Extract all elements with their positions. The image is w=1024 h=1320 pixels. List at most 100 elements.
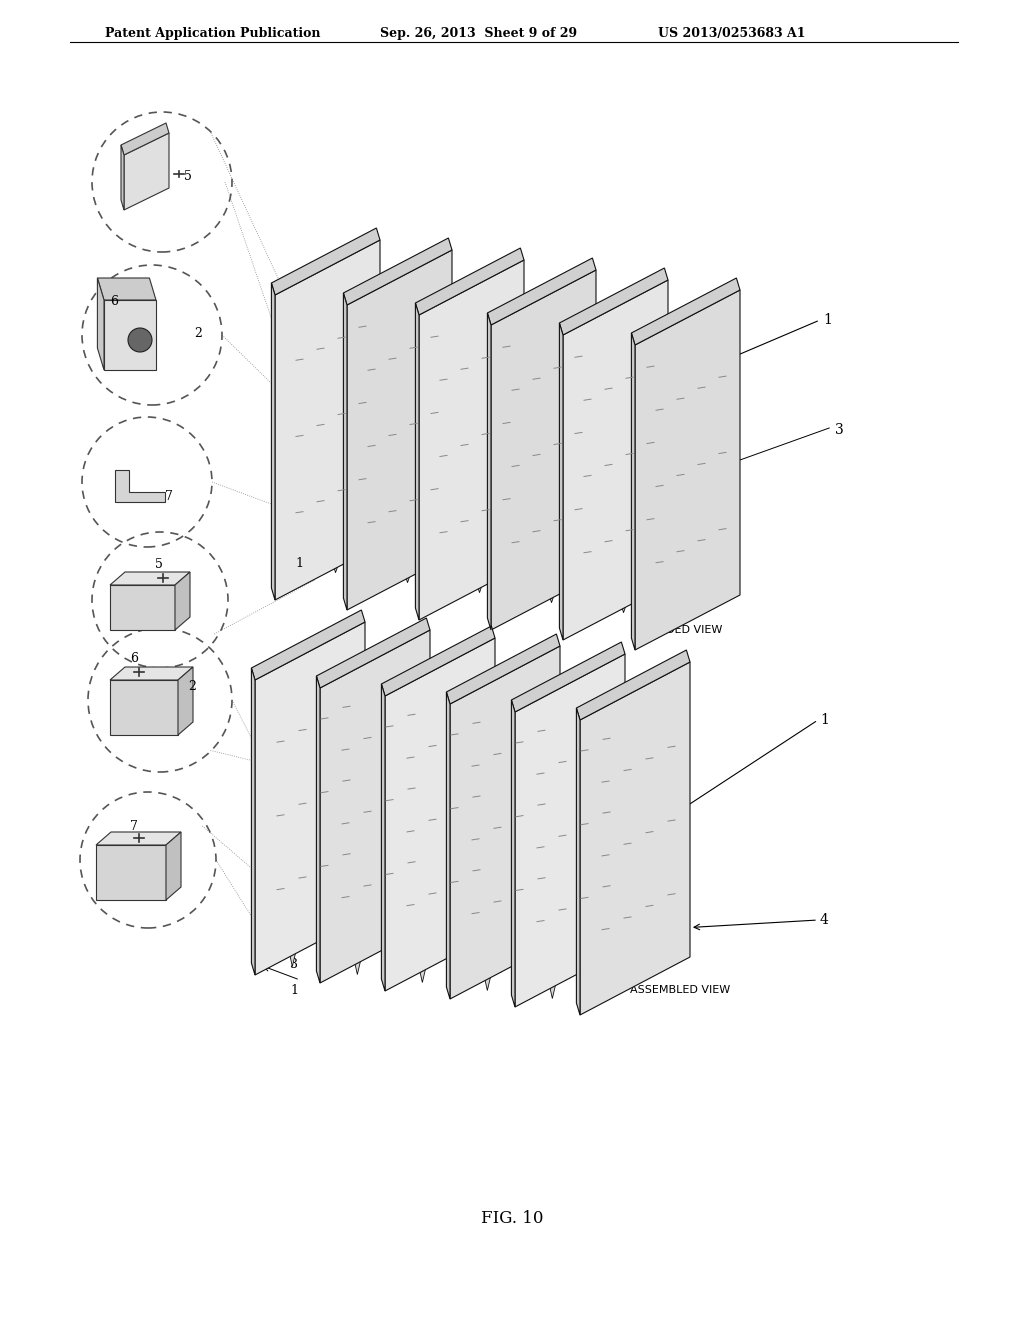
Polygon shape: [297, 928, 306, 948]
Polygon shape: [317, 528, 333, 553]
Polygon shape: [399, 812, 409, 853]
Polygon shape: [368, 397, 384, 449]
Polygon shape: [477, 531, 493, 556]
Polygon shape: [512, 417, 527, 469]
Polygon shape: [635, 290, 740, 649]
Polygon shape: [679, 400, 694, 441]
Polygon shape: [559, 323, 563, 640]
Polygon shape: [463, 523, 478, 544]
Polygon shape: [589, 413, 605, 416]
Polygon shape: [96, 845, 166, 900]
Polygon shape: [492, 952, 501, 973]
Polygon shape: [326, 931, 335, 952]
Polygon shape: [519, 378, 535, 380]
Polygon shape: [390, 939, 399, 960]
Polygon shape: [316, 676, 319, 983]
Text: US 2013/0253683 A1: US 2013/0253683 A1: [658, 26, 806, 40]
Polygon shape: [446, 367, 463, 371]
Polygon shape: [490, 271, 596, 630]
Text: 6: 6: [110, 294, 118, 308]
Polygon shape: [374, 513, 389, 539]
Polygon shape: [445, 393, 461, 396]
Polygon shape: [605, 416, 621, 463]
Text: 1: 1: [295, 557, 303, 570]
Text: 4: 4: [820, 913, 828, 927]
Polygon shape: [535, 533, 551, 554]
Polygon shape: [615, 433, 632, 486]
Polygon shape: [482, 385, 498, 429]
Polygon shape: [527, 420, 544, 424]
Polygon shape: [580, 663, 690, 1015]
Text: 3: 3: [290, 958, 298, 972]
Polygon shape: [600, 560, 615, 586]
Polygon shape: [255, 622, 365, 975]
Polygon shape: [361, 936, 371, 956]
Polygon shape: [554, 395, 569, 440]
Polygon shape: [497, 543, 512, 569]
Polygon shape: [517, 403, 534, 407]
Polygon shape: [663, 532, 679, 553]
Polygon shape: [600, 430, 615, 433]
Polygon shape: [271, 228, 380, 294]
Polygon shape: [424, 533, 440, 560]
Polygon shape: [559, 380, 575, 384]
Polygon shape: [281, 384, 296, 387]
Polygon shape: [343, 293, 347, 610]
Polygon shape: [440, 407, 456, 458]
Polygon shape: [461, 549, 477, 573]
Polygon shape: [519, 512, 535, 533]
Polygon shape: [632, 279, 740, 345]
Polygon shape: [657, 412, 674, 455]
Polygon shape: [544, 424, 559, 475]
Text: 1: 1: [823, 313, 831, 327]
Polygon shape: [511, 642, 625, 711]
Polygon shape: [472, 566, 487, 593]
Polygon shape: [323, 495, 338, 517]
Polygon shape: [446, 692, 450, 999]
Polygon shape: [427, 944, 436, 964]
Polygon shape: [559, 516, 575, 536]
Polygon shape: [333, 379, 348, 383]
Polygon shape: [389, 539, 404, 564]
Polygon shape: [296, 540, 312, 566]
Polygon shape: [260, 923, 269, 944]
Polygon shape: [606, 391, 623, 430]
Polygon shape: [343, 486, 359, 507]
Polygon shape: [631, 525, 647, 546]
Polygon shape: [637, 422, 652, 470]
Polygon shape: [124, 133, 169, 210]
Polygon shape: [606, 543, 623, 564]
Polygon shape: [312, 520, 328, 546]
Polygon shape: [394, 504, 410, 528]
Polygon shape: [410, 375, 426, 420]
Polygon shape: [487, 371, 503, 374]
Polygon shape: [416, 304, 419, 620]
Polygon shape: [252, 610, 365, 680]
Text: 5: 5: [155, 558, 163, 572]
Polygon shape: [642, 408, 657, 412]
Polygon shape: [416, 495, 431, 516]
Polygon shape: [353, 954, 361, 974]
Polygon shape: [385, 638, 495, 991]
Polygon shape: [514, 392, 529, 436]
Polygon shape: [482, 822, 492, 863]
Polygon shape: [404, 389, 421, 392]
Polygon shape: [647, 546, 663, 568]
Polygon shape: [328, 393, 343, 445]
Polygon shape: [110, 680, 178, 735]
Text: 3: 3: [835, 422, 844, 437]
Polygon shape: [621, 420, 637, 422]
Polygon shape: [335, 804, 344, 845]
Polygon shape: [539, 392, 554, 395]
Polygon shape: [97, 279, 104, 370]
Polygon shape: [275, 240, 380, 601]
Polygon shape: [549, 409, 564, 413]
Polygon shape: [178, 667, 193, 735]
Polygon shape: [512, 569, 527, 597]
Polygon shape: [534, 407, 549, 454]
Polygon shape: [474, 949, 482, 970]
Polygon shape: [359, 507, 375, 528]
Polygon shape: [544, 576, 559, 603]
Polygon shape: [463, 371, 478, 411]
Polygon shape: [104, 300, 156, 370]
